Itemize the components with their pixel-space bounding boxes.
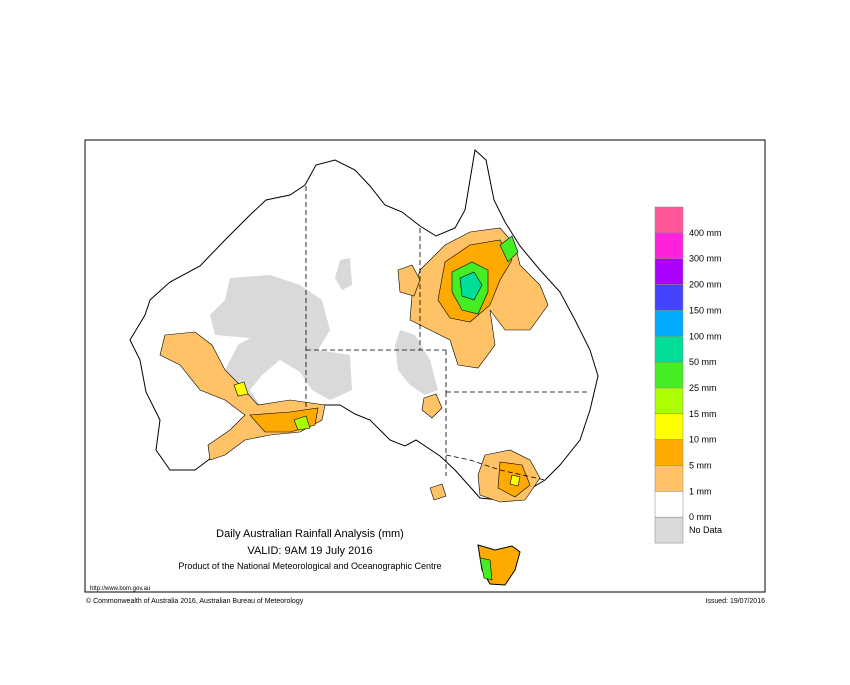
state-borders [305,186,590,481]
valid-time: VALID: 9AM 19 July 2016 [247,545,372,557]
legend-label: 1 mm [689,486,712,496]
legend-swatch [654,413,684,440]
rain-area [293,415,311,431]
legend-swatch [654,387,684,415]
legend-swatch [654,516,684,544]
legend-swatch [654,258,684,285]
legend-swatch [654,310,684,337]
legend-label: 0 mm [689,512,712,522]
state-border [445,454,546,481]
legend-label: 15 mm [689,409,717,419]
legend-label: 5 mm [689,461,712,471]
rain-area [499,235,519,263]
product-note: Product of the National Meteorological a… [178,561,441,571]
legend-swatch [654,465,684,492]
legend-label: 10 mm [689,435,717,445]
no-data-area [210,275,352,410]
copyright: © Commonwealth of Australia 2016, Austra… [86,597,304,605]
rain-area [233,381,249,397]
legend-swatch [654,336,684,363]
source-url: http://www.bom.gov.au [90,586,150,592]
legend-label: 300 mm [689,254,722,264]
legend-swatch [654,491,684,518]
issued-date: Issued: 19/07/2016 [705,598,765,605]
rain-area [459,271,483,301]
legend-label: 25 mm [689,383,717,393]
rain-area [509,474,521,487]
map-title: Daily Australian Rainfall Analysis (mm) [216,528,404,540]
legend-label: 200 mm [689,280,722,290]
legend-label: 150 mm [689,305,722,315]
legend-label: 400 mm [689,228,722,238]
rain-area [397,264,421,297]
legend-label: 50 mm [689,357,717,367]
rain-area [429,483,447,501]
rain-area [479,557,493,581]
legend-swatch [654,439,684,466]
legend-swatch [654,284,684,311]
no-data-area [395,330,438,395]
legend-swatch [654,232,684,259]
legend-swatch [654,206,684,234]
no-data-area [335,258,352,290]
legend-swatch [654,361,684,389]
legend-label: No Data [689,525,722,535]
legend: 400 mm 300 mm 200 mm 150 mm 100 mm 50 mm 25 mm… [654,206,722,544]
legend-label: 100 mm [689,331,722,341]
rain-area [421,393,443,419]
